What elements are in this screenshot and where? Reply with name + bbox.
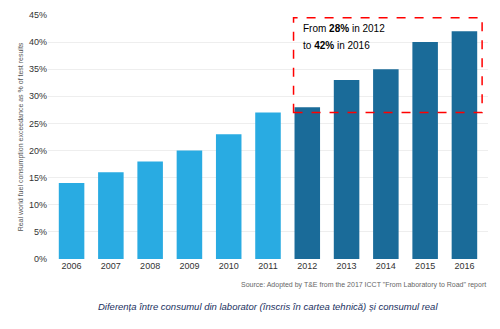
- svg-text:to 42% in 2016: to 42% in 2016: [303, 40, 370, 51]
- svg-text:2014: 2014: [376, 261, 396, 271]
- svg-text:2007: 2007: [101, 261, 121, 271]
- svg-text:15%: 15%: [29, 173, 47, 183]
- svg-text:2011: 2011: [258, 261, 277, 271]
- svg-text:2009: 2009: [179, 261, 199, 271]
- svg-text:20%: 20%: [29, 146, 47, 156]
- svg-text:2008: 2008: [140, 261, 160, 271]
- svg-text:2013: 2013: [337, 261, 357, 271]
- svg-text:5%: 5%: [34, 227, 47, 237]
- svg-text:0%: 0%: [34, 254, 47, 264]
- svg-text:2006: 2006: [62, 261, 82, 271]
- svg-text:2015: 2015: [415, 261, 435, 271]
- svg-text:From 28% in 2012: From 28% in 2012: [303, 23, 385, 34]
- svg-text:2012: 2012: [297, 261, 317, 271]
- svg-text:45%: 45%: [29, 10, 47, 20]
- svg-text:10%: 10%: [29, 200, 47, 210]
- svg-text:35%: 35%: [29, 64, 47, 74]
- svg-text:Source: Adopted by T&E from th: Source: Adopted by T&E from the 2017 ICC…: [241, 281, 486, 289]
- svg-text:40%: 40%: [29, 37, 47, 47]
- svg-text:25%: 25%: [29, 119, 47, 129]
- svg-text:Real world fuel consumption ex: Real world fuel consumption exceedance a…: [17, 42, 25, 231]
- svg-text:2016: 2016: [454, 261, 474, 271]
- svg-text:2010: 2010: [219, 261, 239, 271]
- svg-text:Diferența între consumul din l: Diferența între consumul din laborator (…: [98, 301, 438, 312]
- svg-text:30%: 30%: [29, 91, 47, 101]
